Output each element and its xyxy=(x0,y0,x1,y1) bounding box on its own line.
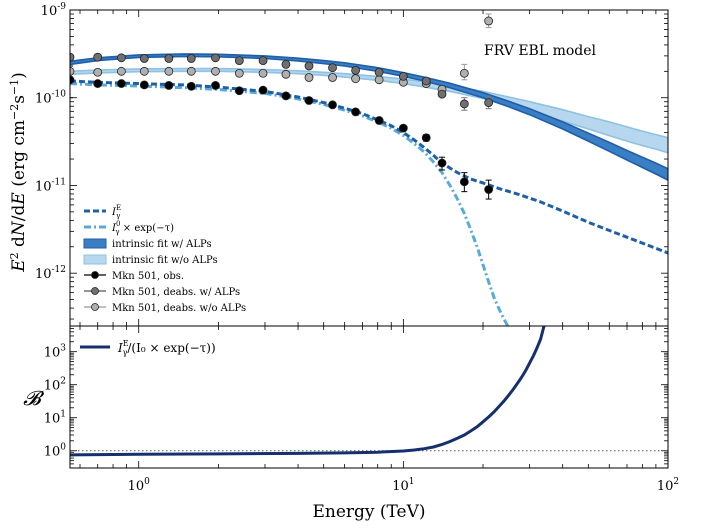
deabs-alps-point xyxy=(484,98,494,107)
spectrum-legend: IE γI0 γ × exp(−τ) intrinsic fit w/ ALPs int… xyxy=(83,204,246,314)
obs-point xyxy=(139,80,149,90)
obs-point xyxy=(93,79,103,88)
deabs-alps-point xyxy=(258,56,268,65)
boost-line xyxy=(70,326,546,457)
obs-point xyxy=(234,86,244,96)
boost-y-tick-label-2: 102 xyxy=(44,377,66,394)
obs-point xyxy=(398,123,408,133)
deabs-noalps-point xyxy=(304,73,314,82)
boost-y-tick-label-3: 103 xyxy=(44,344,67,361)
deabs-noalps-point xyxy=(70,66,75,76)
deabs-alps-point xyxy=(139,54,149,63)
obs-point xyxy=(374,116,384,125)
legend-fit_noalps-label: intrinsic fit w/o ALPs xyxy=(112,255,218,266)
deabs-noalps-point xyxy=(211,66,220,76)
obs-point xyxy=(304,96,314,105)
deabs-noalps-point xyxy=(459,68,469,78)
legend-ie-label: IE γ xyxy=(111,204,121,220)
obs-point xyxy=(328,100,337,110)
legend-fit_alps-swatch xyxy=(83,238,107,249)
boost-legend: IE γ/(I₀ × exp(−τ)) xyxy=(80,339,216,357)
legend-deabs_noalps-label: Mkn 501, deabs. w/o ALPs xyxy=(112,303,246,314)
boost-panel: 100 101 102 103 100 101 102 𝓑 Energy (TeV) IE… xyxy=(23,325,680,522)
obs-point xyxy=(164,81,174,90)
deabs-noalps-point xyxy=(281,69,291,79)
legend-deabs_alps-swatch xyxy=(91,287,99,295)
boost-lines xyxy=(70,326,546,457)
legend-fit_noalps-swatch xyxy=(83,254,107,265)
legend-fit_alps-label: intrinsic fit w/ ALPs xyxy=(112,239,212,250)
deabs-alps-point xyxy=(328,63,337,73)
deabs-alps-point xyxy=(234,56,244,65)
legend-deabs_alps-label: Mkn 501, deabs. w/ ALPs xyxy=(112,287,240,298)
deabs-noalps-point xyxy=(186,66,196,76)
boost-y-axis-label: 𝓑 xyxy=(23,386,45,410)
deabs-noalps-point xyxy=(139,66,149,76)
deabs-noalps-point xyxy=(116,66,126,76)
boost-y-tick-label-1: 101 xyxy=(44,410,66,427)
deabs-alps-point xyxy=(304,61,314,71)
deabs-alps-point xyxy=(70,52,75,62)
deabs-alps-point xyxy=(186,54,196,63)
obs-point xyxy=(351,107,360,117)
obs-point xyxy=(484,185,494,194)
obs-point xyxy=(281,91,291,101)
x-axis-label: Energy (TeV) xyxy=(312,502,425,522)
obs-point xyxy=(421,133,431,143)
obs-point xyxy=(211,81,220,90)
x-tick-label-1: 101 xyxy=(392,477,414,494)
deabs-alps-point xyxy=(374,67,384,77)
deabs-noalps-point xyxy=(93,67,103,77)
legend-i0-label: I0 γ × exp(−τ) xyxy=(111,220,174,236)
legend-deabs_noalps-swatch xyxy=(91,303,99,311)
deabs-alps-point xyxy=(116,53,126,63)
deabs-alps-point xyxy=(93,52,103,62)
spectrum-y-tick-label-0: 10-9 xyxy=(41,2,67,19)
obs-point xyxy=(437,158,447,168)
boost-y-tick-label-0: 100 xyxy=(44,443,67,460)
boost-y-tick-labels: 100 101 102 103 xyxy=(44,344,67,460)
boost-frame xyxy=(69,325,669,469)
deabs-alps-point xyxy=(437,89,447,99)
legend-obs-swatch xyxy=(91,271,99,279)
spectrum-y-axis-label: E2 dN/dE (erg cm−2s−1) xyxy=(8,72,29,273)
spectrum-panel: 10-9 10-10 10-11 10-12 FRV EBL model E2 dN/… xyxy=(8,2,669,327)
deabs-noalps-point xyxy=(374,75,384,85)
deabs-alps-point xyxy=(421,76,431,86)
deabs-noalps-point xyxy=(351,74,360,84)
deabs-alps-point xyxy=(281,59,291,69)
x-tick-label-0: 100 xyxy=(128,477,151,494)
deabs-noalps-point xyxy=(164,66,174,76)
spectrum-y-tick-labels: 10-9 10-10 10-11 10-12 xyxy=(35,2,66,282)
deabs-alps-point xyxy=(459,99,469,109)
obs-point xyxy=(70,75,75,85)
obs-point xyxy=(258,85,268,95)
deabs-alps-point xyxy=(211,53,220,63)
obs-point xyxy=(186,81,196,91)
x-tick-label-2: 102 xyxy=(657,477,679,494)
deabs-alps-point xyxy=(164,54,174,63)
legend-obs-label: Mkn 501, obs. xyxy=(112,271,184,282)
spectrum-y-tick-label-2: 10-11 xyxy=(35,177,66,194)
spectrum-y-tick-label-3: 10-12 xyxy=(35,265,66,282)
deabs-noalps-point xyxy=(484,16,494,26)
x-tick-labels: 100 101 102 xyxy=(128,477,680,494)
obs-point xyxy=(459,177,469,187)
deabs-noalps-point xyxy=(234,68,244,78)
ebl-model-annotation: FRV EBL model xyxy=(484,43,597,59)
deabs-alps-point xyxy=(398,72,408,81)
deabs-alps-point xyxy=(351,65,360,75)
spectrum-y-tick-label-1: 10-10 xyxy=(35,90,66,107)
legend-ratio-label: IE γ/(I₀ × exp(−τ)) xyxy=(117,339,216,357)
obs-point xyxy=(116,79,126,88)
spectrum-points xyxy=(70,13,494,200)
deabs-noalps-point xyxy=(328,73,337,82)
deabs-noalps-point xyxy=(258,68,268,78)
